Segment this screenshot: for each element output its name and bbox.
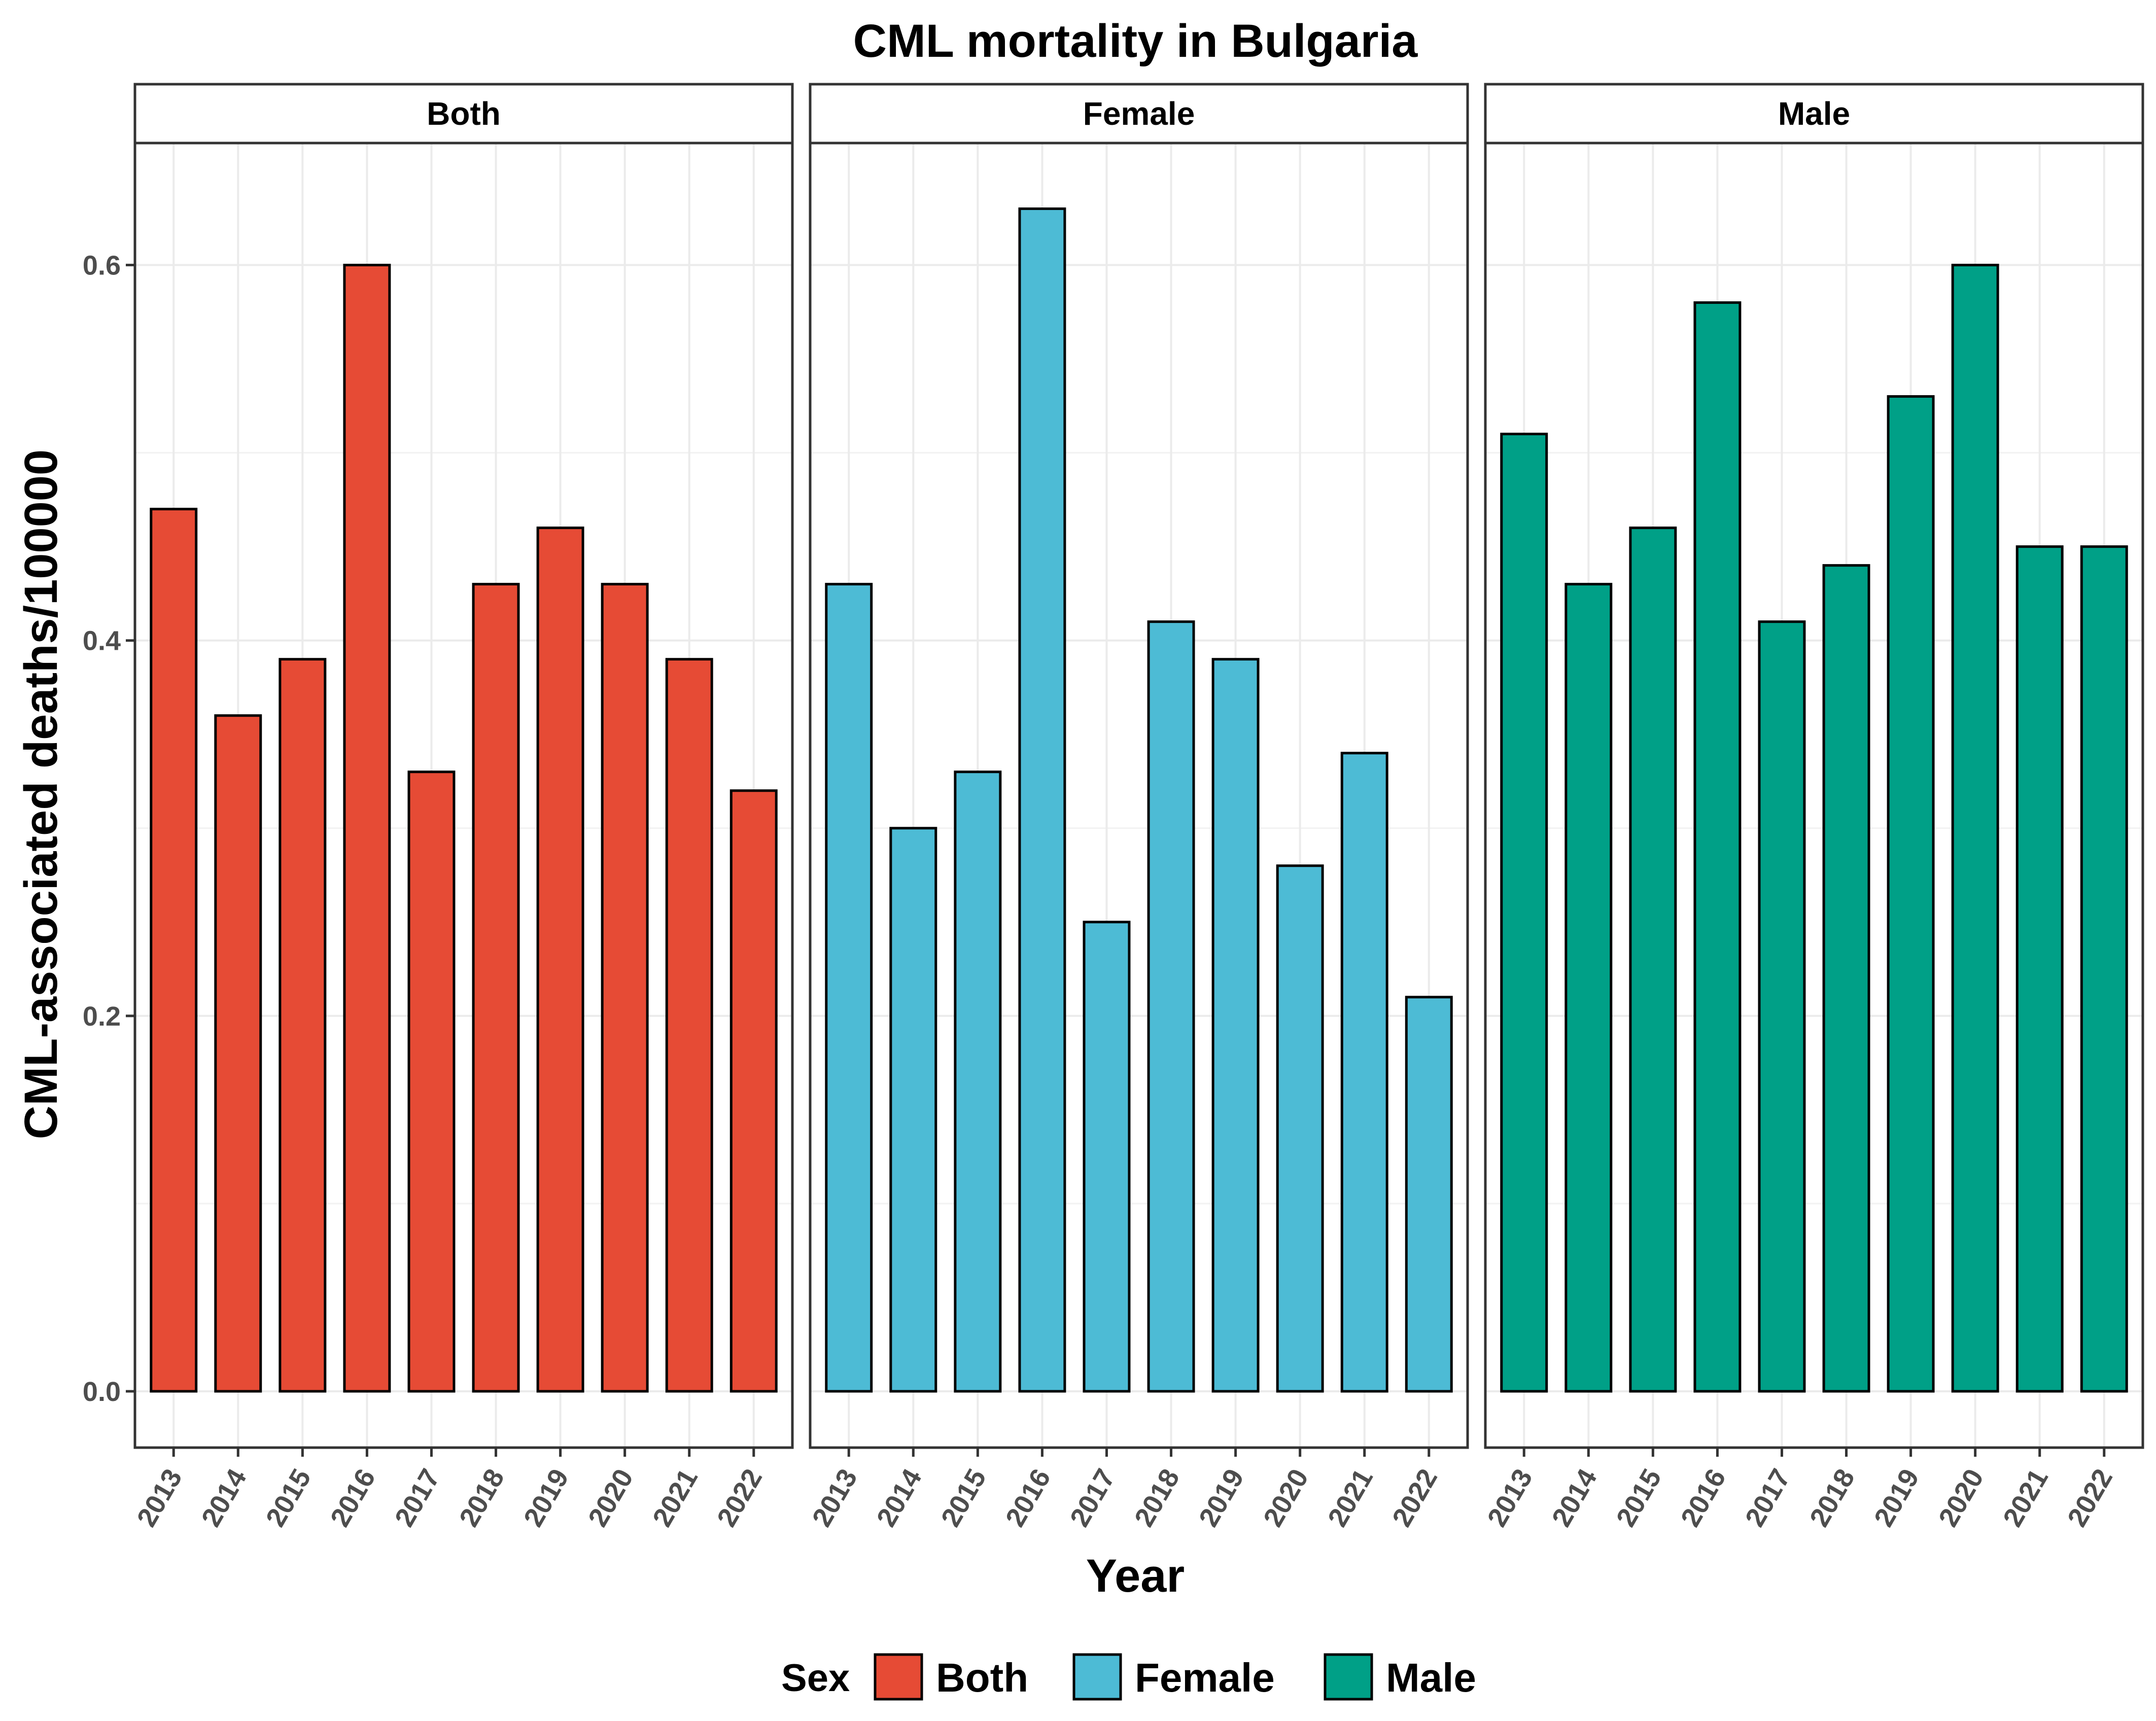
bar-female-2019 xyxy=(1211,658,1260,1393)
bar-female-2015 xyxy=(954,770,1002,1393)
y-axis: 0.0 0.2 0.4 0.6 xyxy=(83,251,135,1407)
bar-male-2018 xyxy=(1822,564,1870,1393)
legend-label: Male xyxy=(1386,1655,1476,1700)
bar-male-2013 xyxy=(1500,433,1548,1393)
bar-male-2016 xyxy=(1693,301,1742,1393)
bar-female-2022 xyxy=(1405,996,1453,1393)
bar-both-2022 xyxy=(729,789,778,1393)
bar-both-2014 xyxy=(214,714,262,1393)
bar-male-2015 xyxy=(1629,526,1677,1393)
bar-male-2020 xyxy=(1951,264,1999,1393)
y-tick-label: 0.2 xyxy=(83,1001,121,1032)
bar-both-2013 xyxy=(150,508,198,1393)
legend-label: Female xyxy=(1135,1655,1275,1700)
facet-strip-label: Both xyxy=(427,95,501,132)
legend-title: Sex xyxy=(781,1657,850,1700)
bar-female-2018 xyxy=(1147,620,1195,1393)
y-tick-label: 0.6 xyxy=(83,251,121,281)
bar-female-2020 xyxy=(1276,864,1324,1393)
bar-female-2021 xyxy=(1340,752,1388,1393)
bar-both-2017 xyxy=(407,770,456,1393)
bar-male-2017 xyxy=(1758,620,1806,1393)
legend: Sex Both Female Male xyxy=(781,1653,1476,1701)
legend-key-male xyxy=(1324,1653,1373,1701)
bar-both-2018 xyxy=(472,583,520,1393)
bar-male-2014 xyxy=(1564,583,1613,1393)
facet-strip-label: Male xyxy=(1778,95,1850,132)
y-tick-label: 0.4 xyxy=(83,626,121,656)
bar-female-2014 xyxy=(889,827,937,1393)
bar-male-2021 xyxy=(2015,545,2064,1393)
bar-both-2019 xyxy=(536,526,584,1393)
bar-male-2022 xyxy=(2080,545,2128,1393)
bar-both-2020 xyxy=(601,583,649,1393)
legend-key-female xyxy=(1072,1653,1122,1701)
bar-both-2016 xyxy=(343,264,391,1393)
y-tick-label: 0.0 xyxy=(83,1377,121,1407)
y-axis-title: CML-associated deaths/100000 xyxy=(15,449,67,1139)
bar-both-2015 xyxy=(279,658,327,1393)
legend-key-both xyxy=(874,1653,923,1701)
bar-both-2021 xyxy=(665,658,713,1393)
legend-label: Both xyxy=(936,1655,1028,1700)
facet-strip xyxy=(1484,83,2144,145)
chart-title: CML mortality in Bulgaria xyxy=(853,15,1418,67)
facet-strip xyxy=(809,83,1469,145)
bar-female-2017 xyxy=(1083,921,1131,1393)
x-axis-title: Year xyxy=(1086,1550,1185,1602)
facet-strip-label: Female xyxy=(1083,95,1195,132)
bar-female-2013 xyxy=(825,583,873,1393)
bar-male-2019 xyxy=(1887,395,1935,1393)
facet-strip xyxy=(133,83,794,145)
bar-female-2016 xyxy=(1018,207,1066,1393)
